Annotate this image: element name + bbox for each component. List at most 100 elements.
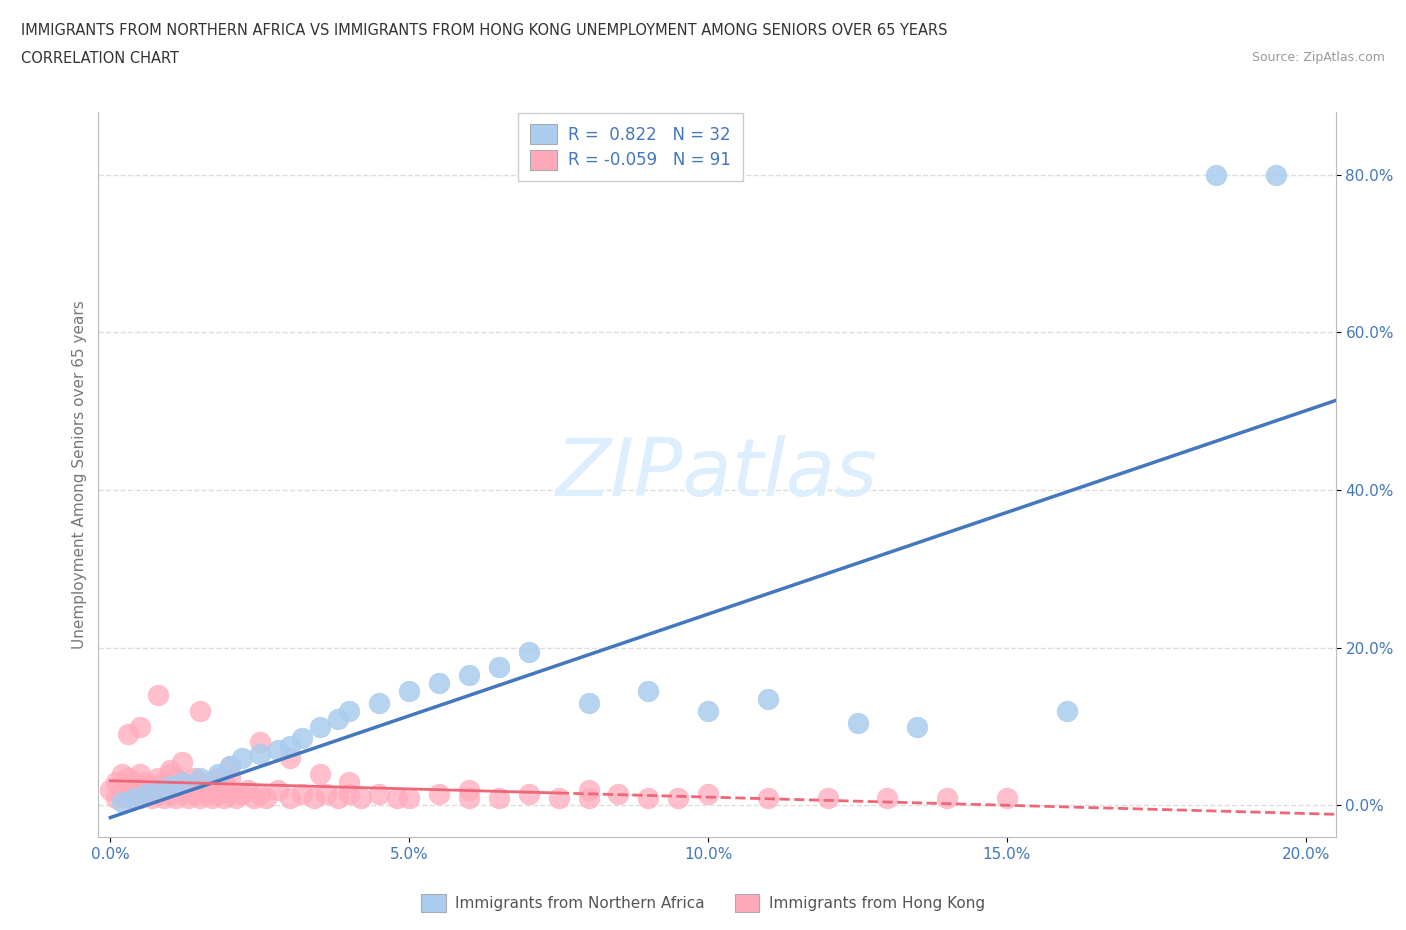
Point — [153, 790, 176, 805]
Point — [207, 786, 229, 801]
Point — [148, 782, 170, 797]
Point — [188, 790, 211, 805]
Point — [243, 790, 266, 805]
Point — [219, 770, 242, 785]
Point — [249, 786, 271, 801]
Point — [427, 676, 450, 691]
Point — [291, 731, 314, 746]
Point — [105, 790, 128, 805]
Point — [578, 790, 600, 805]
Point — [172, 754, 194, 769]
Point — [236, 782, 259, 797]
Point — [1264, 167, 1286, 182]
Point — [129, 766, 152, 781]
Point — [117, 727, 139, 742]
Point — [666, 790, 689, 805]
Point — [207, 770, 229, 785]
Point — [427, 786, 450, 801]
Point — [458, 790, 481, 805]
Point — [1056, 703, 1078, 718]
Point — [458, 668, 481, 683]
Point — [756, 790, 779, 805]
Point — [172, 775, 194, 790]
Point — [1205, 167, 1227, 182]
Point — [995, 790, 1018, 805]
Point — [225, 790, 247, 805]
Point — [172, 786, 194, 801]
Point — [326, 790, 349, 805]
Point — [177, 778, 200, 793]
Point — [398, 790, 420, 805]
Point — [111, 778, 134, 793]
Point — [117, 770, 139, 785]
Point — [267, 743, 290, 758]
Point — [195, 786, 218, 801]
Point — [547, 790, 569, 805]
Point — [207, 766, 229, 781]
Point — [231, 786, 253, 801]
Point — [517, 786, 540, 801]
Point — [278, 738, 301, 753]
Point — [517, 644, 540, 659]
Point — [129, 719, 152, 734]
Point — [578, 782, 600, 797]
Point — [201, 790, 224, 805]
Y-axis label: Unemployment Among Seniors over 65 years: Unemployment Among Seniors over 65 years — [72, 300, 87, 649]
Point — [141, 790, 163, 805]
Point — [212, 790, 235, 805]
Point — [124, 790, 146, 805]
Point — [249, 735, 271, 750]
Text: Source: ZipAtlas.com: Source: ZipAtlas.com — [1251, 51, 1385, 64]
Point — [756, 692, 779, 707]
Text: IMMIGRANTS FROM NORTHERN AFRICA VS IMMIGRANTS FROM HONG KONG UNEMPLOYMENT AMONG : IMMIGRANTS FROM NORTHERN AFRICA VS IMMIG… — [21, 23, 948, 38]
Point — [219, 759, 242, 774]
Point — [148, 786, 170, 801]
Point — [308, 719, 330, 734]
Legend: R =  0.822   N = 32, R = -0.059   N = 91: R = 0.822 N = 32, R = -0.059 N = 91 — [519, 113, 742, 181]
Point — [637, 684, 659, 698]
Point — [111, 794, 134, 809]
Point — [124, 786, 146, 801]
Point — [212, 775, 235, 790]
Point — [308, 766, 330, 781]
Point — [458, 782, 481, 797]
Point — [148, 770, 170, 785]
Point — [267, 782, 290, 797]
Point — [278, 751, 301, 765]
Point — [637, 790, 659, 805]
Point — [368, 786, 391, 801]
Point — [326, 711, 349, 726]
Point — [846, 715, 869, 730]
Point — [254, 790, 277, 805]
Point — [188, 703, 211, 718]
Point — [183, 786, 205, 801]
Point — [350, 790, 373, 805]
Point — [153, 775, 176, 790]
Point — [387, 790, 409, 805]
Point — [578, 696, 600, 711]
Point — [188, 775, 211, 790]
Point — [398, 684, 420, 698]
Point — [111, 766, 134, 781]
Point — [159, 778, 181, 793]
Point — [129, 778, 152, 793]
Point — [135, 786, 157, 801]
Point — [201, 775, 224, 790]
Point — [172, 775, 194, 790]
Point — [488, 660, 510, 675]
Point — [291, 786, 314, 801]
Point — [607, 786, 630, 801]
Point — [278, 790, 301, 805]
Point — [936, 790, 959, 805]
Point — [905, 719, 928, 734]
Point — [117, 782, 139, 797]
Point — [339, 703, 361, 718]
Point — [488, 790, 510, 805]
Point — [159, 778, 181, 793]
Point — [165, 790, 187, 805]
Point — [105, 775, 128, 790]
Point — [183, 770, 205, 785]
Text: CORRELATION CHART: CORRELATION CHART — [21, 51, 179, 66]
Point — [195, 778, 218, 793]
Point — [165, 770, 187, 785]
